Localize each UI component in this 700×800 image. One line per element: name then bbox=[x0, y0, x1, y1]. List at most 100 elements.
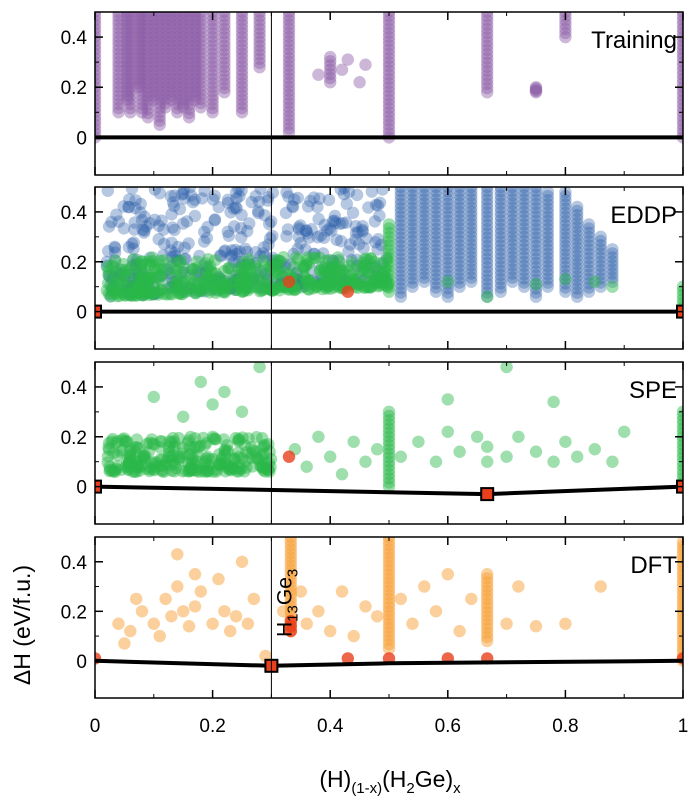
green-point bbox=[118, 434, 132, 447]
eddp-point bbox=[135, 214, 149, 227]
eddp-point bbox=[326, 215, 340, 228]
training-point bbox=[121, 85, 134, 98]
eddp-point bbox=[205, 273, 218, 286]
training-point bbox=[171, 14, 184, 27]
training-point bbox=[95, 43, 102, 56]
eddp-point bbox=[273, 278, 286, 291]
eddp-point bbox=[441, 235, 454, 248]
eddp-point bbox=[582, 218, 596, 231]
training-point bbox=[182, 81, 196, 95]
training-point bbox=[95, 85, 102, 98]
green-point bbox=[130, 433, 143, 446]
training-point bbox=[165, 81, 178, 94]
green-point bbox=[676, 288, 683, 302]
green-point bbox=[382, 409, 396, 423]
training-point bbox=[206, 93, 219, 107]
training-point bbox=[112, 14, 125, 27]
eddp-point bbox=[230, 192, 243, 205]
green-point bbox=[382, 463, 396, 477]
eddp-point bbox=[171, 281, 184, 295]
green-point bbox=[185, 456, 198, 469]
eddp-point bbox=[529, 277, 543, 291]
training-point bbox=[382, 14, 396, 27]
eddp-point bbox=[559, 264, 572, 278]
green-point bbox=[174, 254, 187, 267]
training-point bbox=[235, 101, 249, 115]
green-point bbox=[137, 450, 151, 463]
eddp-point bbox=[139, 276, 152, 289]
green-point bbox=[134, 270, 147, 284]
eddp-point bbox=[594, 247, 607, 260]
training-point bbox=[676, 39, 683, 52]
eddp-point bbox=[210, 273, 223, 286]
green-point bbox=[158, 465, 171, 478]
training-point bbox=[676, 68, 683, 81]
training-point bbox=[282, 43, 296, 56]
green-point bbox=[256, 448, 269, 462]
green-point bbox=[131, 283, 145, 297]
training-point bbox=[171, 81, 184, 94]
eddp-point bbox=[235, 231, 248, 244]
green-point bbox=[374, 279, 387, 292]
green-point bbox=[222, 278, 235, 291]
eddp-point bbox=[128, 223, 141, 236]
green-point bbox=[166, 256, 179, 269]
eddp-point bbox=[157, 249, 170, 262]
eddp-point bbox=[529, 290, 543, 303]
green-point bbox=[134, 286, 147, 299]
green-point bbox=[102, 436, 116, 450]
green-point bbox=[215, 454, 228, 467]
eddp-point bbox=[360, 232, 373, 245]
training-point bbox=[124, 97, 137, 111]
eddp-point bbox=[465, 209, 478, 222]
eddp-point bbox=[143, 217, 157, 230]
eddp-point bbox=[406, 239, 419, 252]
green-point bbox=[382, 218, 396, 231]
eddp-point bbox=[429, 193, 443, 206]
eddp-point bbox=[152, 233, 165, 246]
green-point bbox=[108, 464, 122, 477]
training-point bbox=[282, 34, 296, 48]
eddp-point bbox=[394, 239, 407, 253]
training-point bbox=[676, 76, 683, 90]
green-point bbox=[429, 455, 443, 468]
training-point bbox=[188, 14, 202, 27]
green-point bbox=[333, 267, 347, 280]
training-point bbox=[135, 47, 149, 60]
green-point bbox=[192, 441, 205, 454]
training-point bbox=[177, 84, 190, 97]
training-point bbox=[188, 68, 202, 81]
eddp-point bbox=[224, 206, 237, 219]
eddp-point bbox=[300, 224, 313, 237]
eddp-point bbox=[317, 231, 331, 244]
training-point bbox=[95, 101, 102, 115]
dft-point bbox=[124, 624, 137, 638]
training-point bbox=[324, 55, 337, 68]
training-point bbox=[253, 18, 266, 31]
training-point bbox=[132, 68, 146, 81]
eddp-point bbox=[429, 247, 443, 261]
green-point bbox=[110, 270, 124, 284]
eddp-point bbox=[441, 256, 454, 270]
eddp-point bbox=[325, 224, 338, 237]
training-point bbox=[132, 39, 146, 52]
eddp-point bbox=[494, 264, 507, 277]
eddp-point bbox=[343, 238, 357, 251]
green-point bbox=[370, 271, 384, 284]
eddp-point bbox=[529, 201, 543, 215]
eddp-point bbox=[494, 189, 507, 202]
eddp-point bbox=[429, 268, 443, 282]
eddp-point bbox=[120, 279, 133, 292]
training-point bbox=[218, 35, 231, 48]
eddp-point bbox=[559, 248, 572, 261]
training-point bbox=[135, 12, 149, 23]
training-point bbox=[141, 12, 155, 23]
red-point bbox=[341, 652, 354, 665]
eddp-point bbox=[594, 239, 607, 252]
eddp-point bbox=[372, 233, 385, 246]
training-point bbox=[159, 14, 172, 27]
green-point bbox=[176, 287, 189, 301]
training-point bbox=[206, 35, 219, 48]
training-point bbox=[171, 101, 184, 115]
training-point bbox=[481, 12, 494, 19]
